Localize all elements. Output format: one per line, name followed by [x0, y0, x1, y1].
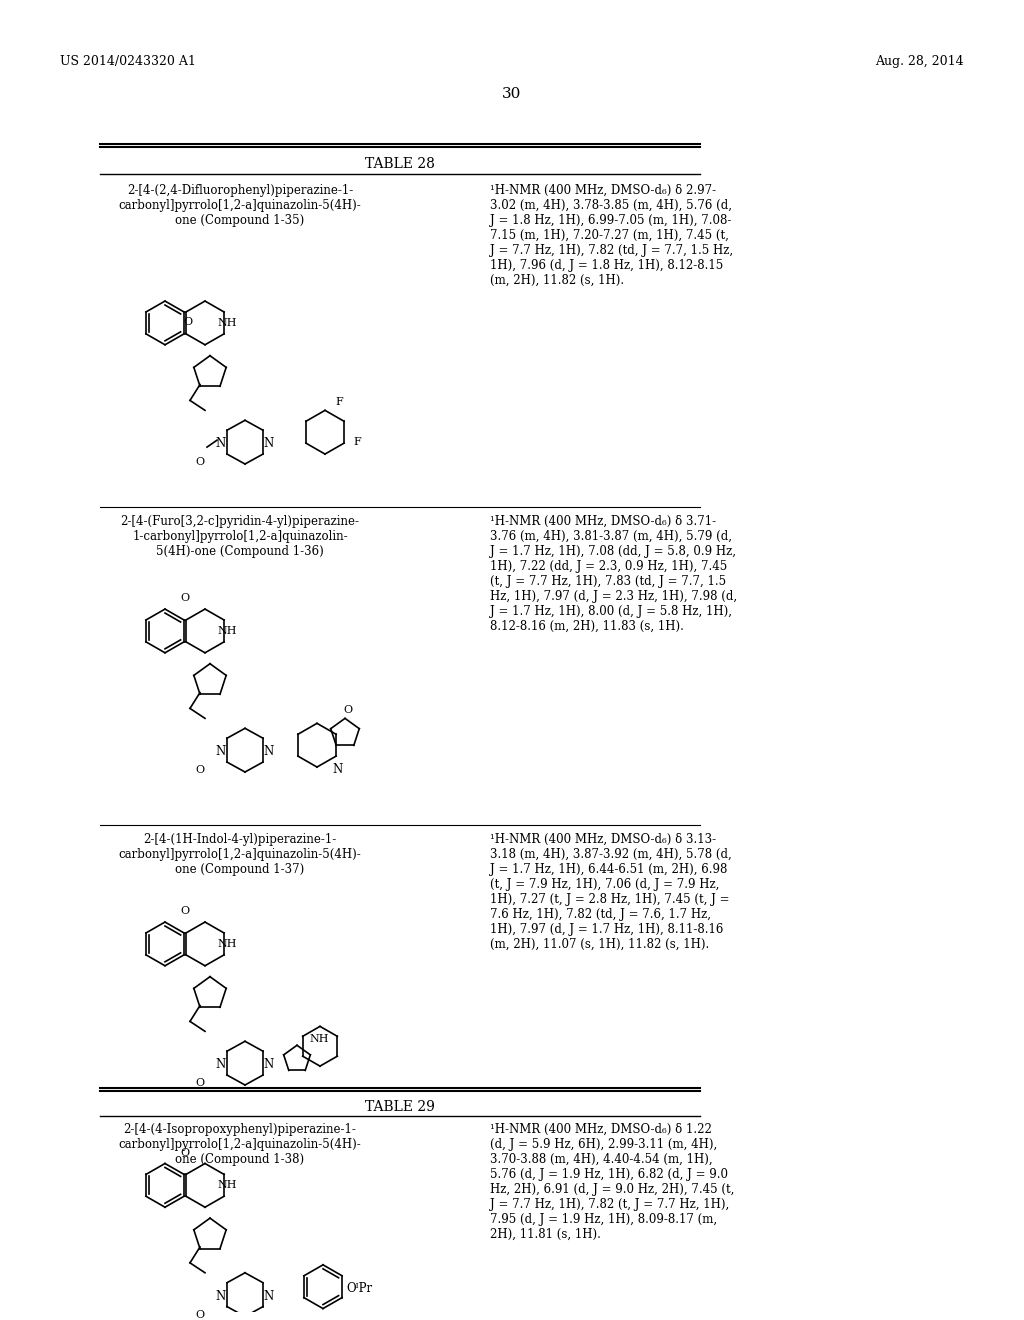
Text: NH: NH: [309, 1035, 329, 1044]
Text: O: O: [195, 457, 204, 467]
Text: O: O: [180, 1147, 189, 1158]
Text: O: O: [195, 766, 204, 775]
Text: ¹H-NMR (400 MHz, DMSO-d₆) δ 3.13-
3.18 (m, 4H), 3.87-3.92 (m, 4H), 5.78 (d,
J = : ¹H-NMR (400 MHz, DMSO-d₆) δ 3.13- 3.18 (…: [490, 833, 732, 950]
Text: 30: 30: [503, 87, 521, 102]
Text: TABLE 28: TABLE 28: [366, 157, 435, 172]
Text: N: N: [263, 437, 273, 450]
Text: TABLE 29: TABLE 29: [366, 1100, 435, 1114]
Text: O: O: [180, 906, 189, 916]
Text: N: N: [263, 1059, 273, 1071]
Text: O: O: [180, 593, 189, 603]
Text: F: F: [353, 437, 360, 447]
Text: NH: NH: [217, 939, 237, 949]
Text: F: F: [335, 397, 343, 408]
Text: US 2014/0243320 A1: US 2014/0243320 A1: [60, 54, 196, 67]
Text: N: N: [215, 1290, 225, 1303]
Text: NH: NH: [217, 318, 237, 327]
Text: NH: NH: [217, 1180, 237, 1191]
Text: Aug. 28, 2014: Aug. 28, 2014: [876, 54, 964, 67]
Text: O: O: [195, 1309, 204, 1320]
Text: ¹H-NMR (400 MHz, DMSO-d₆) δ 3.71-
3.76 (m, 4H), 3.81-3.87 (m, 4H), 5.79 (d,
J = : ¹H-NMR (400 MHz, DMSO-d₆) δ 3.71- 3.76 (…: [490, 515, 737, 632]
Text: 2-[4-(Furo[3,2-c]pyridin-4-yl)piperazine-
1-carbonyl]pyrrolo[1,2-a]quinazolin-
5: 2-[4-(Furo[3,2-c]pyridin-4-yl)piperazine…: [121, 515, 359, 557]
Text: N: N: [215, 1059, 225, 1071]
Text: O: O: [183, 317, 193, 327]
Text: N: N: [263, 1290, 273, 1303]
Text: N: N: [332, 763, 342, 776]
Text: OᴵPr: OᴵPr: [346, 1282, 372, 1295]
Text: N: N: [215, 746, 225, 758]
Text: 2-[4-(1H-Indol-4-yl)piperazine-1-
carbonyl]pyrrolo[1,2-a]quinazolin-5(4H)-
one (: 2-[4-(1H-Indol-4-yl)piperazine-1- carbon…: [119, 833, 361, 875]
Text: O: O: [343, 705, 352, 715]
Text: 2-[4-(2,4-Difluorophenyl)piperazine-1-
carbonyl]pyrrolo[1,2-a]quinazolin-5(4H)-
: 2-[4-(2,4-Difluorophenyl)piperazine-1- c…: [119, 183, 361, 227]
Text: ¹H-NMR (400 MHz, DMSO-d₆) δ 1.22
(d, J = 5.9 Hz, 6H), 2.99-3.11 (m, 4H),
3.70-3.: ¹H-NMR (400 MHz, DMSO-d₆) δ 1.22 (d, J =…: [490, 1123, 734, 1241]
Text: O: O: [195, 1078, 204, 1088]
Text: NH: NH: [217, 626, 237, 636]
Text: 2-[4-(4-Isopropoxyphenyl)piperazine-1-
carbonyl]pyrrolo[1,2-a]quinazolin-5(4H)-
: 2-[4-(4-Isopropoxyphenyl)piperazine-1- c…: [119, 1123, 361, 1166]
Text: N: N: [215, 437, 225, 450]
Text: ¹H-NMR (400 MHz, DMSO-d₆) δ 2.97-
3.02 (m, 4H), 3.78-3.85 (m, 4H), 5.76 (d,
J = : ¹H-NMR (400 MHz, DMSO-d₆) δ 2.97- 3.02 (…: [490, 183, 733, 286]
Text: N: N: [263, 746, 273, 758]
